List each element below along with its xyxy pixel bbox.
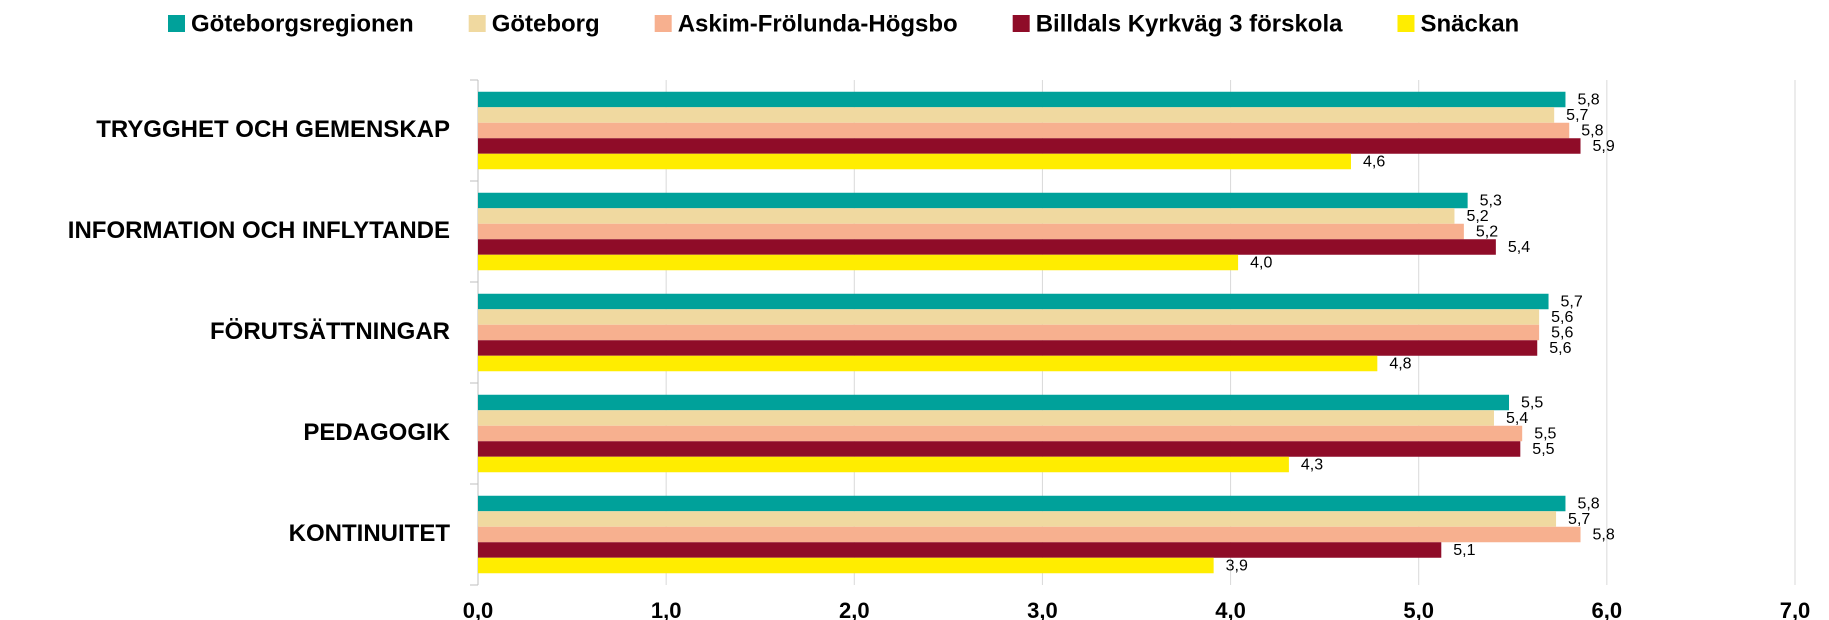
x-tick-label: 1,0 [651, 598, 682, 620]
data-label: 5,5 [1532, 441, 1554, 458]
data-label: 4,0 [1250, 255, 1272, 272]
data-label: 5,1 [1453, 542, 1475, 559]
data-label: 5,3 [1480, 193, 1502, 210]
bar [478, 394, 1510, 411]
x-tick-label: 2,0 [839, 598, 870, 620]
bar [478, 355, 1378, 372]
bar [478, 526, 1581, 543]
bar [478, 223, 1464, 240]
data-label: 5,2 [1476, 224, 1498, 241]
bar [478, 309, 1540, 325]
data-label: 5,9 [1593, 138, 1615, 155]
bar [478, 542, 1442, 558]
category-label: PEDAGOGIK [303, 419, 450, 446]
bar [478, 239, 1496, 255]
bar [478, 254, 1239, 271]
bar [478, 293, 1549, 310]
data-label: 5,6 [1551, 325, 1573, 342]
data-label: 5,4 [1506, 410, 1528, 427]
legend-swatch [1012, 15, 1030, 32]
data-label: 5,8 [1577, 92, 1599, 109]
bar [478, 208, 1455, 224]
bar [478, 425, 1523, 442]
category-label: TRYGGHET OCH GEMENSKAP [96, 116, 450, 143]
data-label: 5,7 [1568, 511, 1590, 528]
bar [478, 557, 1214, 574]
x-tick-label: 5,0 [1403, 598, 1434, 620]
bar [478, 495, 1566, 512]
data-label: 4,8 [1389, 356, 1411, 373]
bar [478, 122, 1570, 139]
data-label: 5,5 [1521, 395, 1543, 412]
bar [478, 192, 1468, 209]
legend-swatch [468, 15, 486, 32]
data-label: 4,3 [1301, 457, 1323, 474]
data-label: 5,6 [1551, 309, 1573, 326]
data-label: 4,6 [1363, 154, 1385, 171]
bar [478, 511, 1557, 527]
x-tick-label: 4,0 [1215, 598, 1246, 620]
legend-label: Billdals Kyrkväg 3 förskola [1036, 10, 1343, 37]
bar [478, 441, 1521, 457]
data-label: 5,8 [1581, 123, 1603, 140]
data-label: 5,7 [1561, 294, 1583, 311]
data-label: 5,5 [1534, 426, 1556, 443]
bar [478, 324, 1540, 341]
legend-swatch [168, 15, 185, 32]
x-tick-label: 0,0 [463, 598, 494, 620]
category-label: FÖRUTSÄTTNINGAR [210, 318, 450, 345]
data-label: 3,9 [1226, 558, 1248, 575]
legend-label: Göteborg [492, 10, 600, 37]
bar [478, 138, 1581, 154]
data-label: 5,8 [1593, 527, 1615, 544]
data-label: 5,6 [1549, 340, 1571, 357]
bar [478, 456, 1289, 473]
x-tick-label: 3,0 [1027, 598, 1058, 620]
data-label: 5,4 [1508, 239, 1530, 256]
legend-label: Snäckan [1420, 10, 1519, 37]
category-label: INFORMATION OCH INFLYTANDE [68, 217, 450, 244]
x-tick-label: 7,0 [1780, 598, 1811, 620]
legend-swatch [654, 15, 672, 32]
legend-label: Askim-Frölunda-Högsbo [678, 10, 958, 37]
legend-label: Göteborgsregionen [191, 10, 414, 37]
legend-swatch [1397, 15, 1415, 32]
bar [478, 91, 1566, 108]
data-label: 5,8 [1577, 496, 1599, 513]
x-tick-label: 6,0 [1592, 598, 1623, 620]
bar [478, 410, 1494, 426]
category-label: KONTINUITET [289, 520, 451, 547]
bar [478, 153, 1351, 170]
data-label: 5,7 [1566, 107, 1588, 124]
data-label: 5,2 [1466, 208, 1488, 225]
bar [478, 107, 1555, 123]
bar [478, 340, 1538, 356]
